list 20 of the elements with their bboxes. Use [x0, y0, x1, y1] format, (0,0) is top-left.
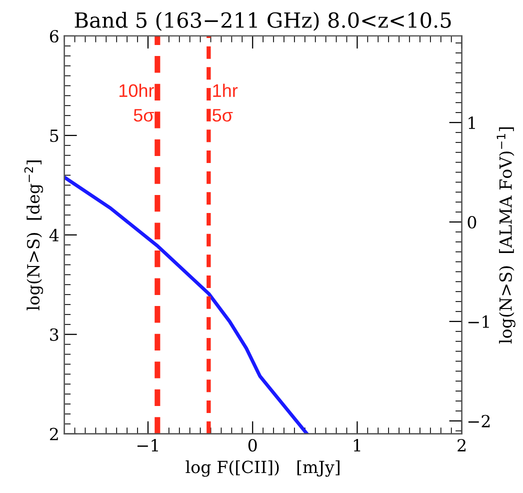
y-tick-label: 6 — [50, 30, 58, 43]
y-tick-label: 5 — [50, 130, 58, 142]
x-tick-label: 2 — [458, 438, 466, 452]
y-tick-label: 2 — [50, 428, 58, 440]
chart-title: Band 5 (163−211 GHz) 8.0<z<10.5 — [74, 12, 451, 31]
y2-axis-title: log(N>S) [ALMA FoV)$^{−1}$] — [496, 127, 516, 344]
x-tick-label: −1 — [137, 438, 158, 452]
y-axis-title: log(N>S) [deg$^{−2}$] — [24, 160, 44, 310]
y2-tick-label: −2 — [468, 414, 490, 428]
y2-tick-label: 1 — [468, 116, 475, 129]
x-tick-label: 1 — [354, 438, 360, 452]
ref-line-label: 1hr 5σ — [212, 84, 238, 122]
y-tick-label: 4 — [49, 228, 59, 242]
line-series — [64, 175, 309, 434]
y2-tick-label: −1 — [468, 315, 489, 328]
y-tick-label: 3 — [50, 328, 58, 341]
x-axis-title: log F([CII]) [mJy] — [186, 460, 340, 477]
x-tick-label: 0 — [248, 438, 257, 452]
y2-tick-label: 0 — [468, 216, 476, 229]
ref-line-label: 10hr 5σ — [120, 84, 154, 122]
